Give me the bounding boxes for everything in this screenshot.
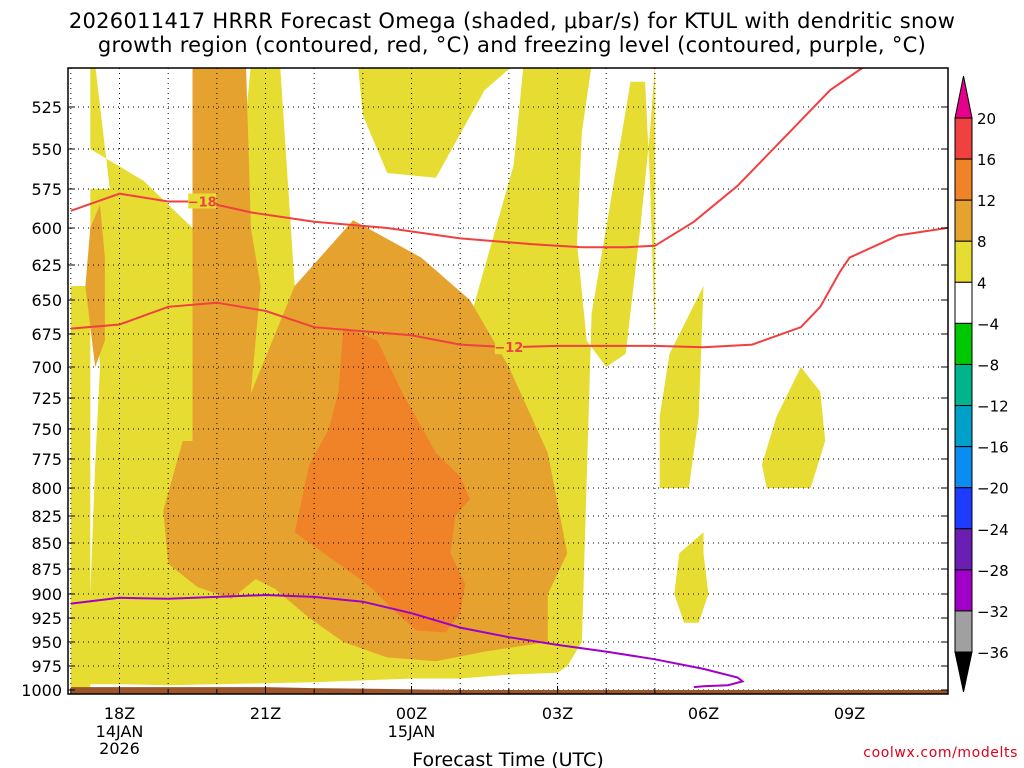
colorbar-band-12 [954,610,973,653]
x-tick-year-18Z: 2026 [99,739,140,758]
y-tick-label-775: 775 [31,450,62,469]
contour-label-1: −12 [494,341,523,356]
colorbar-label-12: −32 [977,603,1009,621]
colorbar-label-8: −16 [977,439,1009,457]
credit-text: coolwx.com/modelts [863,745,1018,761]
colorbar-band-2 [954,199,973,242]
colorbar-band-0 [954,117,973,160]
freezing-level-contour [70,593,745,689]
y-tick-label-550: 550 [31,140,62,159]
chart-title-line1: 2026011417 HRRR Forecast Omega (shaded, … [68,9,956,33]
colorbar-label-0: 20 [977,110,996,128]
y-tick-label-750: 750 [31,420,62,439]
y-tick-label-625: 625 [31,256,62,275]
colorbar-band-10 [954,528,973,571]
y-tick-label-875: 875 [31,560,62,579]
y-tick-label-725: 725 [31,389,62,408]
colorbar-band-9 [954,487,973,530]
x-tick-label-00Z: 00Z [396,704,427,723]
x-tick-label-06Z: 06Z [688,704,719,723]
y-tick-label-525: 525 [31,98,62,117]
colorbar-label-9: −20 [977,480,1009,498]
y-tick-label-600: 600 [31,219,62,238]
y-tick-label-650: 650 [31,291,62,310]
plot-area: −18 −12 [68,68,948,694]
x-tick-label-03Z: 03Z [542,704,573,723]
colorbar-label-1: 16 [977,151,996,169]
colorbar-band-1 [954,158,973,201]
colorbar: 20 16 12 8 4 −4 −8 −12 −16 −20 −24 −28 −32 −36 [954,75,1009,693]
y-tick-label-575: 575 [31,180,62,199]
colorbar-band-5 [954,322,973,365]
colorbar-label-11: −28 [977,562,1009,580]
colorbar-band-8 [954,446,973,489]
colorbar-band-11 [954,569,973,612]
colorbar-top-arrow [954,75,973,119]
y-tick-label-850: 850 [31,534,62,553]
omega-8-12-upper [192,68,261,488]
contour-label-bg-1 [494,339,523,355]
colorbar-label-10: −24 [977,521,1009,539]
y-tick-label-825: 825 [31,507,62,526]
colorbar-label-5: −4 [977,315,999,333]
x-tick-sublabel-00Z: 15JAN [388,722,436,741]
x-tick-sublabel-18Z: 14JAN [96,722,144,741]
colorbar-band-6 [954,363,973,407]
chart-title-line2: growth region (contoured, red, °C) and f… [97,33,927,57]
y-tick-label-950: 950 [31,633,62,652]
colorbar-label-2: 12 [977,192,996,210]
y-tick-label-900: 900 [31,585,62,604]
contour-label-bg-0 [188,193,217,209]
y-tick-label-1000: 1000 [21,681,62,700]
colorbar-label-7: −12 [977,398,1009,416]
y-tick-label-800: 800 [31,479,62,498]
grid-lines [68,68,948,694]
colorbar-band-4 [954,281,973,324]
y-tick-label-925: 925 [31,609,62,628]
y-tick-label-675: 675 [31,325,62,344]
omega-12-16-core [294,327,470,633]
colorbar-label-13: −36 [977,644,1009,662]
x-axis-title: Forecast Time (UTC) [412,749,603,768]
y-tick-label-975: 975 [31,657,62,676]
y-tick-label-700: 700 [31,358,62,377]
colorbar-band-3 [954,240,973,283]
x-tick-label-18Z: 18Z [104,704,135,723]
colorbar-label-3: 8 [977,233,987,251]
snow-growth-contour-1 [70,226,948,349]
terrain-ground [70,687,948,694]
colorbar-bottom-arrow [954,651,973,693]
contour-label-0: −18 [188,195,217,210]
colorbar-band-7 [954,405,973,448]
plot-frame [67,67,949,695]
y-axis: 525 550 575 600 625 650 675 700 725 750 775 800 825 8… [21,98,948,700]
x-tick-label-09Z: 09Z [834,704,865,723]
x-tick-label-21Z: 21Z [250,704,281,723]
colorbar-label-6: −8 [977,356,999,374]
colorbar-label-4: 4 [977,274,987,292]
